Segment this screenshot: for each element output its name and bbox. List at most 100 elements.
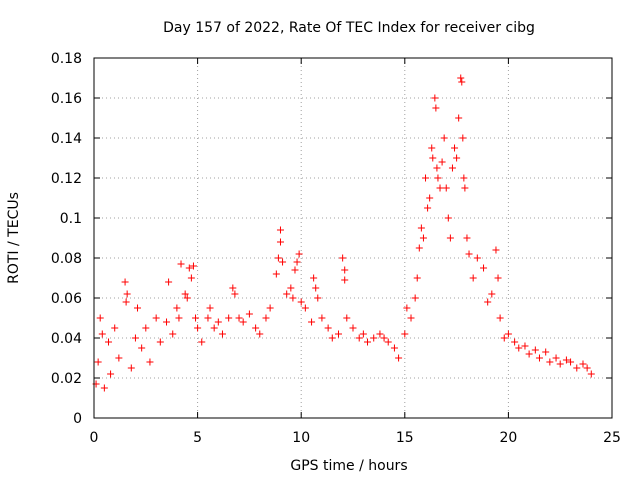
data-point [272,270,280,278]
data-point [229,284,237,292]
data-point [339,254,347,262]
data-point [276,226,284,234]
data-point [453,154,461,162]
data-point [438,158,446,166]
data-point [496,314,504,322]
y-tick-label: 0.1 [60,211,82,227]
data-point [341,276,349,284]
data-point [446,234,454,242]
data-point [283,290,291,298]
data-point [96,314,104,322]
data-point [231,290,239,298]
data-point [567,358,575,366]
data-point [142,324,150,332]
data-point [156,338,164,346]
x-axis-label: GPS time / hours [290,458,407,474]
data-point [376,330,384,338]
data-point [204,314,212,322]
data-point [98,330,106,338]
data-point [463,234,471,242]
data-point [122,298,130,306]
data-point [401,330,409,338]
data-point [431,94,439,102]
data-point [422,174,430,182]
data-point [440,134,448,142]
y-tick-label: 0.18 [51,51,82,67]
data-point [455,114,463,122]
data-point [187,274,195,282]
data-point [355,334,363,342]
data-point [173,304,181,312]
data-point [433,164,441,172]
data-point [163,318,171,326]
data-point [111,324,119,332]
data-point [515,344,523,352]
data-point [531,346,539,354]
data-point [434,174,442,182]
data-point [457,74,465,82]
data-point [432,104,440,112]
y-axis-label: ROTI / TECUs [6,192,22,284]
data-point [235,314,243,322]
data-point [359,330,367,338]
y-tick-label: 0.06 [51,291,82,307]
data-point [552,354,560,362]
data-point [152,314,160,322]
data-point [134,304,142,312]
data-point [146,358,154,366]
data-point [287,284,295,292]
data-point [318,314,326,322]
plot-frame [93,57,613,419]
data-point [324,324,332,332]
data-point [115,354,123,362]
data-point [239,318,247,326]
data-point [413,274,421,282]
data-point [189,262,197,270]
x-tick-label: 25 [603,430,621,446]
data-point [426,194,434,202]
data-point [279,258,287,266]
data-point [417,224,425,232]
y-tick-label: 0 [73,411,82,427]
data-point [301,304,309,312]
data-point [256,330,264,338]
data-point [341,266,349,274]
x-tick-label: 0 [90,430,99,446]
data-point [424,204,432,212]
grid-lines [94,58,612,418]
data-point [419,234,427,242]
data-point [442,184,450,192]
data-point [556,360,564,368]
data-point [107,370,115,378]
data-point [473,254,481,262]
data-point [542,348,550,356]
data-point [105,338,113,346]
data-point [488,290,496,298]
data-point [198,338,206,346]
data-point [121,278,129,286]
chart-title: Day 157 of 2022, Rate Of TEC Index for r… [163,20,535,36]
data-point [436,184,444,192]
data-point [194,324,202,332]
data-point [511,338,519,346]
data-point [276,238,284,246]
data-point [521,342,529,350]
data-point [451,144,459,152]
data-point [127,364,135,372]
data-point [295,250,303,258]
y-tick-label: 0.16 [51,91,82,107]
data-point [370,334,378,342]
data-point [165,278,173,286]
data-point [181,290,189,298]
data-point [252,324,260,332]
data-point [266,304,274,312]
data-point [384,338,392,346]
data-point [308,318,316,326]
data-point [525,350,533,358]
data-point [364,338,372,346]
data-point [262,314,270,322]
data-point [289,294,297,302]
data-point [100,384,108,392]
data-point [214,318,222,326]
